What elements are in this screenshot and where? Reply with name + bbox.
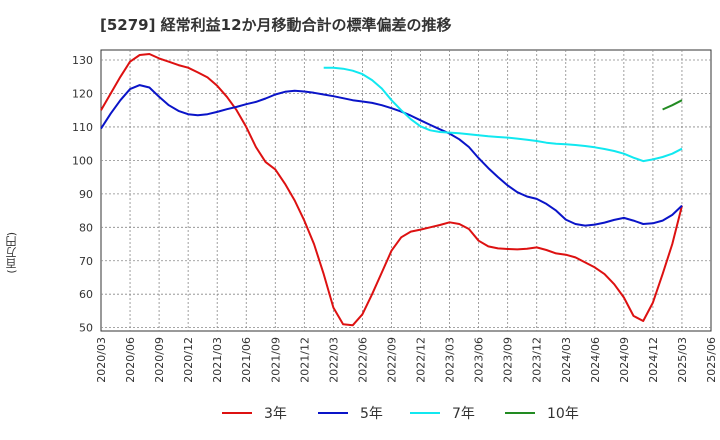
- y-tick-label: 80: [79, 221, 93, 234]
- x-tick-label: 2020/09: [153, 337, 166, 383]
- x-tick-label: 2021/06: [240, 337, 253, 383]
- x-tick-label: 2025/03: [676, 337, 689, 383]
- x-tick-label: 2020/03: [95, 337, 108, 383]
- x-tick-label: 2023/06: [473, 337, 486, 383]
- x-tick-label: 2022/06: [356, 337, 369, 383]
- legend-label: 5年: [360, 406, 383, 422]
- x-tick-label: 2024/03: [560, 337, 573, 383]
- x-tick-label: 2023/03: [444, 337, 457, 383]
- series-line-1: [100, 53, 683, 327]
- y-tick-label: 100: [72, 154, 93, 167]
- series-line-4: [662, 99, 683, 111]
- x-tick-label: 2021/09: [269, 337, 282, 383]
- x-tick-label: 2022/03: [327, 337, 340, 383]
- x-tick-label: 2024/09: [618, 337, 631, 383]
- y-tick-label: 70: [79, 255, 93, 268]
- y-tick-label: 130: [72, 54, 93, 67]
- x-tick-label: 2021/03: [211, 337, 224, 383]
- x-tick-label: 2020/06: [124, 337, 137, 383]
- x-tick-label: 2022/12: [415, 337, 428, 383]
- series-line-2: [100, 84, 683, 227]
- plot-area: [100, 49, 712, 332]
- x-tick-label: 2022/09: [385, 337, 398, 383]
- x-tick-label: 2024/12: [647, 337, 660, 383]
- x-tick-label: 2020/12: [182, 337, 195, 383]
- x-tick-label: 2023/09: [502, 337, 515, 383]
- y-tick-label: 60: [79, 288, 93, 301]
- legend-label: 10年: [547, 406, 579, 422]
- y-tick-label: 50: [79, 322, 93, 335]
- legend-label: 7年: [452, 406, 475, 422]
- series-line-3: [323, 66, 683, 163]
- chart-title: [5279] 経常利益12か月移動合計の標準偏差の推移: [100, 16, 452, 34]
- y-tick-label: 110: [72, 121, 93, 134]
- x-tick-label: 2023/12: [531, 337, 544, 383]
- x-tick-label: 2025/06: [705, 337, 718, 383]
- legend-label: 3年: [264, 406, 287, 422]
- x-tick-label: 2021/12: [298, 337, 311, 383]
- y-tick-label: 120: [72, 87, 93, 100]
- x-tick-label: 2024/06: [589, 337, 602, 383]
- y-tick-label: 90: [79, 188, 93, 201]
